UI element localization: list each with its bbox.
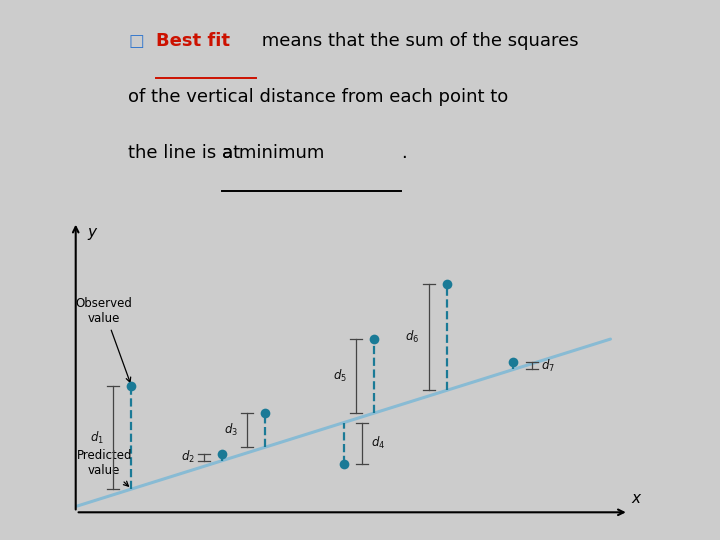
Text: of the vertical distance from each point to: of the vertical distance from each point… [128, 88, 508, 106]
Text: Observed
value: Observed value [76, 297, 132, 382]
Text: Predicted
value: Predicted value [76, 449, 132, 486]
Text: $d_{7}$: $d_{7}$ [541, 358, 554, 374]
Text: Best fit: Best fit [156, 32, 230, 50]
Text: means that the sum of the squares: means that the sum of the squares [256, 32, 578, 50]
Text: the line is at: the line is at [128, 145, 246, 163]
Text: $d_{2}$: $d_{2}$ [181, 449, 195, 465]
Text: $d_{4}$: $d_{4}$ [371, 435, 385, 451]
Text: x: x [631, 490, 641, 505]
Text: y: y [88, 225, 96, 240]
Text: $d_{6}$: $d_{6}$ [405, 329, 420, 346]
Text: a minimum: a minimum [222, 145, 325, 163]
Text: .: . [400, 145, 406, 163]
Text: □: □ [128, 32, 144, 50]
Text: $d_{3}$: $d_{3}$ [224, 422, 238, 438]
Text: $d_{5}$: $d_{5}$ [333, 368, 347, 384]
Text: $d_{1}$: $d_{1}$ [90, 429, 104, 445]
